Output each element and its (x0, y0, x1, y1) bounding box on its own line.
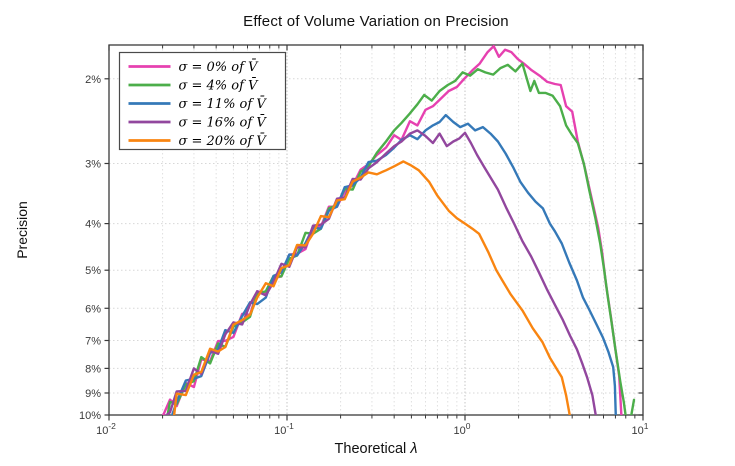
legend-label-sigma-4pct: σ = 4% of V̄ (179, 77, 260, 93)
y-tick-label: 2% (85, 74, 101, 86)
x-tick-label: 10-1 (274, 421, 294, 437)
x-axis-label-text: Theoretical (334, 441, 411, 457)
y-tick-label: 6% (85, 303, 101, 315)
x-tick-label: 100 (454, 421, 471, 437)
y-tick-label: 7% (85, 335, 101, 347)
lambda-symbol: λ (410, 441, 418, 457)
y-tick-label: 5% (85, 265, 101, 277)
legend-label-sigma-20pct: σ = 20% of V̄ (179, 133, 268, 149)
legend-label-sigma-0pct: σ = 0% of V̄ (179, 59, 260, 75)
x-tick-label: 101 (632, 421, 649, 437)
x-tick-label: 10-2 (96, 421, 116, 437)
y-tick-label: 9% (85, 388, 101, 400)
y-axis-label: Precision (14, 201, 30, 259)
x-axis-label: Theoretical λ (109, 441, 643, 457)
series-line-sigma-11pct (170, 113, 617, 415)
legend-label-sigma-16pct: σ = 16% of V̄ (179, 114, 268, 130)
chart-title: Effect of Volume Variation on Precision (243, 13, 509, 30)
legend-box (118, 51, 287, 151)
series-line-sigma-16pct (164, 129, 597, 415)
plot-border (108, 44, 644, 416)
legend-label-sigma-11pct: σ = 11% of V̄ (179, 96, 268, 112)
series-line-sigma-20pct (172, 160, 571, 415)
y-tick-label: 3% (85, 158, 101, 170)
y-tick-label: 10% (79, 410, 101, 422)
y-tick-label: 4% (85, 219, 101, 231)
y-tick-label: 8% (85, 363, 101, 375)
